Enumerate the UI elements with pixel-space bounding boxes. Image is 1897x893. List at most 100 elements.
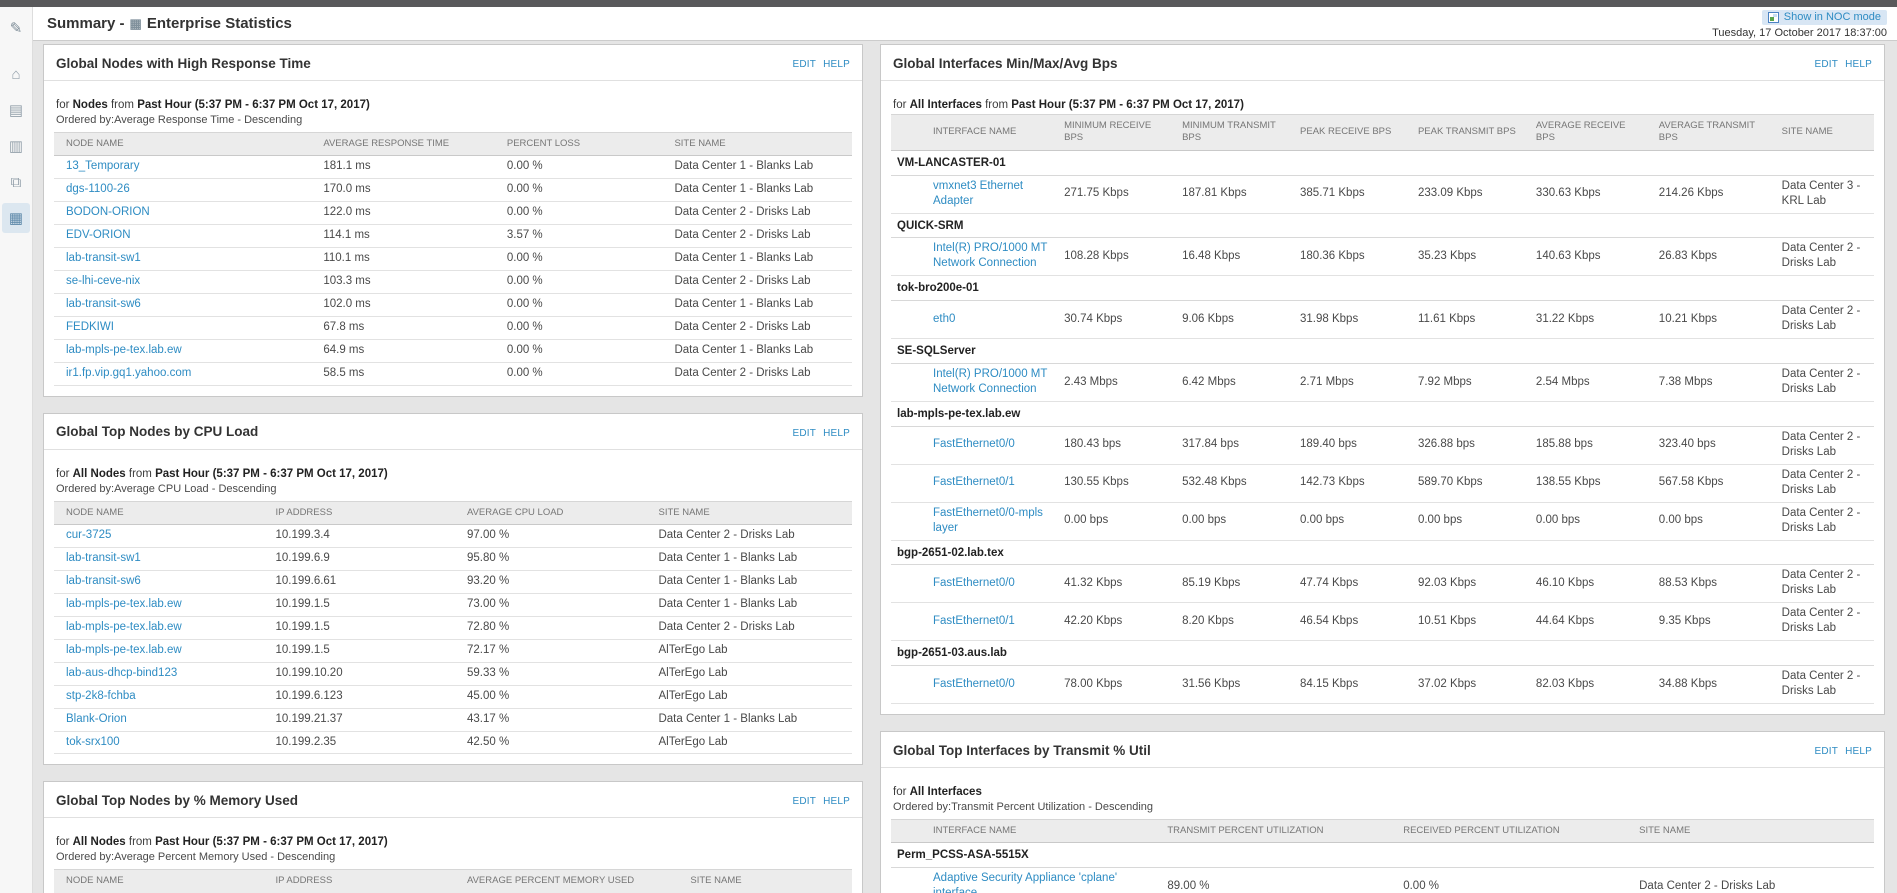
node-link[interactable]: ir1.fp.vip.gq1.yahoo.com	[66, 366, 192, 379]
node-link[interactable]: lab-transit-sw1	[66, 552, 141, 564]
time-scope-line: for All Nodes from Past Hour (5:37 PM - …	[56, 836, 388, 849]
table-row: FastEthernet0/0 41.32 Kbps 85.19 Kbps 47.74…	[891, 564, 1874, 604]
help-link[interactable]: HELP	[823, 796, 850, 808]
interface-link[interactable]: FastEthernet0/1	[933, 476, 1015, 489]
node-link[interactable]: 13_Temporary	[66, 160, 140, 173]
help-link[interactable]: HELP	[823, 427, 850, 439]
table-cell: 9.06 Kbps	[1176, 300, 1295, 340]
interface-link[interactable]: FastEthernet0/0	[933, 677, 1015, 690]
table-cell: Data Center 2 - Drisks Lab	[652, 616, 852, 640]
node-link[interactable]: Blank-Orion	[66, 712, 127, 725]
node-link[interactable]: lab-transit-sw1	[66, 252, 141, 265]
pencil-icon[interactable]: ✎	[9, 20, 23, 37]
interface-link[interactable]: vmxnet3 Ethernet Adapter	[933, 179, 1024, 207]
dashboard-content: Global Nodes with High Response Time EDI…	[33, 41, 1897, 893]
edit-link[interactable]: EDIT	[1814, 59, 1839, 70]
table-cell: 10.199.1.5	[269, 616, 461, 640]
table-cell: 130.55 Kbps	[1058, 464, 1177, 503]
table-cell: 185.88 bps	[1529, 426, 1653, 465]
table-row: Adaptive Security Appliance 'cplane' int…	[891, 867, 1874, 893]
edit-link[interactable]: EDIT	[792, 796, 817, 808]
node-link[interactable]: stp-2k8-fchba	[66, 689, 136, 702]
node-link[interactable]: lab-transit-sw6	[66, 297, 141, 310]
node-link[interactable]: dgs-1100-26	[66, 183, 130, 196]
table-cell: 271.75 Kbps	[1058, 175, 1177, 214]
dashboard-icon[interactable]: ▤	[8, 102, 24, 119]
table-cell: 532.48 Kbps	[1176, 464, 1295, 503]
interface-link[interactable]: FastEthernet0/0-mpls layer	[933, 506, 1043, 534]
table-cell: stp-2k8-fchba	[54, 685, 270, 709]
node-link[interactable]: lab-mpls-pe-tex.lab.ew	[66, 343, 182, 356]
table-row: FEDKIWI 67.8 ms 0.00 % Data Center 2 - Dris…	[54, 316, 852, 340]
node-link[interactable]: lab-mpls-pe-tex.lab.ew	[66, 620, 182, 633]
table-cell: Data Center 1 - Blanks Lab	[668, 339, 852, 363]
group-label: lab-mpls-pe-tex.lab.ew	[891, 401, 1874, 427]
node-link[interactable]: se-lhi-ceve-nix	[66, 275, 141, 288]
node-link[interactable]: FEDKIWI	[66, 320, 114, 333]
window-chrome-strip	[0, 0, 1897, 7]
column-header: PEAK TRANSMIT BPS	[1411, 114, 1530, 151]
home-icon[interactable]: ⌂	[11, 65, 21, 83]
panel-title: Global Top Nodes by CPU Load	[56, 424, 259, 440]
interface-link[interactable]: Adaptive Security Appliance 'cplane' int…	[933, 872, 1118, 893]
node-link[interactable]: tok-srx100	[66, 735, 120, 748]
network-icon[interactable]: ⧉	[10, 173, 22, 191]
table-cell: FEDKIWI	[54, 316, 318, 340]
table-cell: 9.35 Kbps	[1652, 602, 1776, 642]
table-cell: 45.00 %	[460, 685, 653, 709]
noc-mode-link[interactable]: Show in NOC mode	[1783, 10, 1881, 23]
table-cell: 103.3 ms	[317, 270, 501, 294]
table-cell: 567.58 Kbps	[1652, 464, 1776, 503]
edit-link[interactable]: EDIT	[1814, 746, 1839, 757]
table-cell: Intel(R) PRO/1000 MT Network Connection	[891, 363, 1059, 402]
interface-link[interactable]: Intel(R) PRO/1000 MT Network Connection	[933, 242, 1048, 270]
table-cell: 26.83 Kbps	[1652, 237, 1776, 277]
table-cell: cur-3725	[54, 524, 270, 548]
reports-icon[interactable]: ▥	[8, 138, 24, 155]
table-cell: 30.74 Kbps	[1058, 300, 1177, 340]
table-row: BODON-ORION 122.0 ms 0.00 % Data Center 2 -…	[54, 201, 852, 226]
noc-mode-control[interactable]: Show in NOC mode	[1761, 9, 1887, 25]
table-cell: 35.23 Kbps	[1411, 237, 1530, 277]
table-cell: 0.00 %	[500, 316, 669, 340]
node-link[interactable]: BODON-ORION	[66, 206, 150, 219]
node-link[interactable]: EDV-ORION	[66, 229, 131, 242]
interface-link[interactable]: FastEthernet0/0	[933, 576, 1015, 589]
table-cell: Data Center 2 - Drisks Lab	[1775, 300, 1874, 340]
edit-link[interactable]: EDIT	[792, 427, 817, 439]
table-cell: 59.33 %	[460, 662, 653, 686]
help-link[interactable]: HELP	[1845, 59, 1872, 70]
table-header-row: NODE NAME AVERAGE RESPONSE TIME PERCENT LO…	[54, 131, 852, 157]
table-header-row: INTERFACE NAME TRANSMIT PERCENT UTILIZATI…	[891, 818, 1874, 844]
table-row: FastEthernet0/1 130.55 Kbps 532.48 Kbps 142…	[891, 464, 1874, 503]
node-link[interactable]: lab-mpls-pe-tex.lab.ew	[66, 597, 182, 610]
table-cell: 0.00 bps	[1529, 502, 1653, 541]
table-cell: Data Center 2 - Drisks Lab	[1633, 867, 1874, 893]
page-title-prefix: Summary -	[47, 15, 125, 32]
edit-link[interactable]: EDIT	[792, 59, 817, 70]
interface-link[interactable]: FastEthernet0/1	[933, 614, 1015, 627]
table-cell: tok-srx100	[54, 731, 270, 755]
column-header: SITE NAME	[684, 869, 852, 893]
table-cell: 189.40 bps	[1294, 426, 1412, 465]
table-row: FastEthernet0/1 42.20 Kbps 8.20 Kbps 46.54 …	[891, 602, 1874, 642]
table-cell: 10.199.10.20	[269, 662, 461, 686]
time-scope-line: for All Interfaces from Past Hour (5:37 …	[893, 99, 1244, 111]
column-header: AVERAGE TRANSMIT BPS	[1652, 114, 1776, 151]
help-link[interactable]: HELP	[823, 59, 850, 70]
node-link[interactable]: lab-aus-dhcp-bind123	[66, 666, 178, 679]
node-link[interactable]: lab-transit-sw6	[66, 574, 141, 587]
interface-link[interactable]: eth0	[933, 312, 956, 325]
node-link[interactable]: lab-mpls-pe-tex.lab.ew	[66, 643, 182, 656]
statistics-icon[interactable]: ▦	[2, 203, 30, 233]
node-link[interactable]: cur-3725	[66, 529, 112, 542]
interface-link[interactable]: Intel(R) PRO/1000 MT Network Connection	[933, 368, 1048, 395]
group-label: QUICK-SRM	[891, 213, 1874, 239]
help-link[interactable]: HELP	[1845, 746, 1872, 757]
table-cell: ir1.fp.vip.gq1.yahoo.com	[54, 362, 318, 386]
interface-link[interactable]: FastEthernet0/0	[933, 438, 1015, 451]
group-row: bgp-2651-03.aus.lab	[891, 640, 1874, 667]
table-cell: 330.63 Kbps	[1529, 175, 1653, 214]
table-cell: AlTerEgo Lab	[652, 639, 852, 663]
table-cell: Data Center 1 - Blanks Lab	[652, 708, 852, 732]
